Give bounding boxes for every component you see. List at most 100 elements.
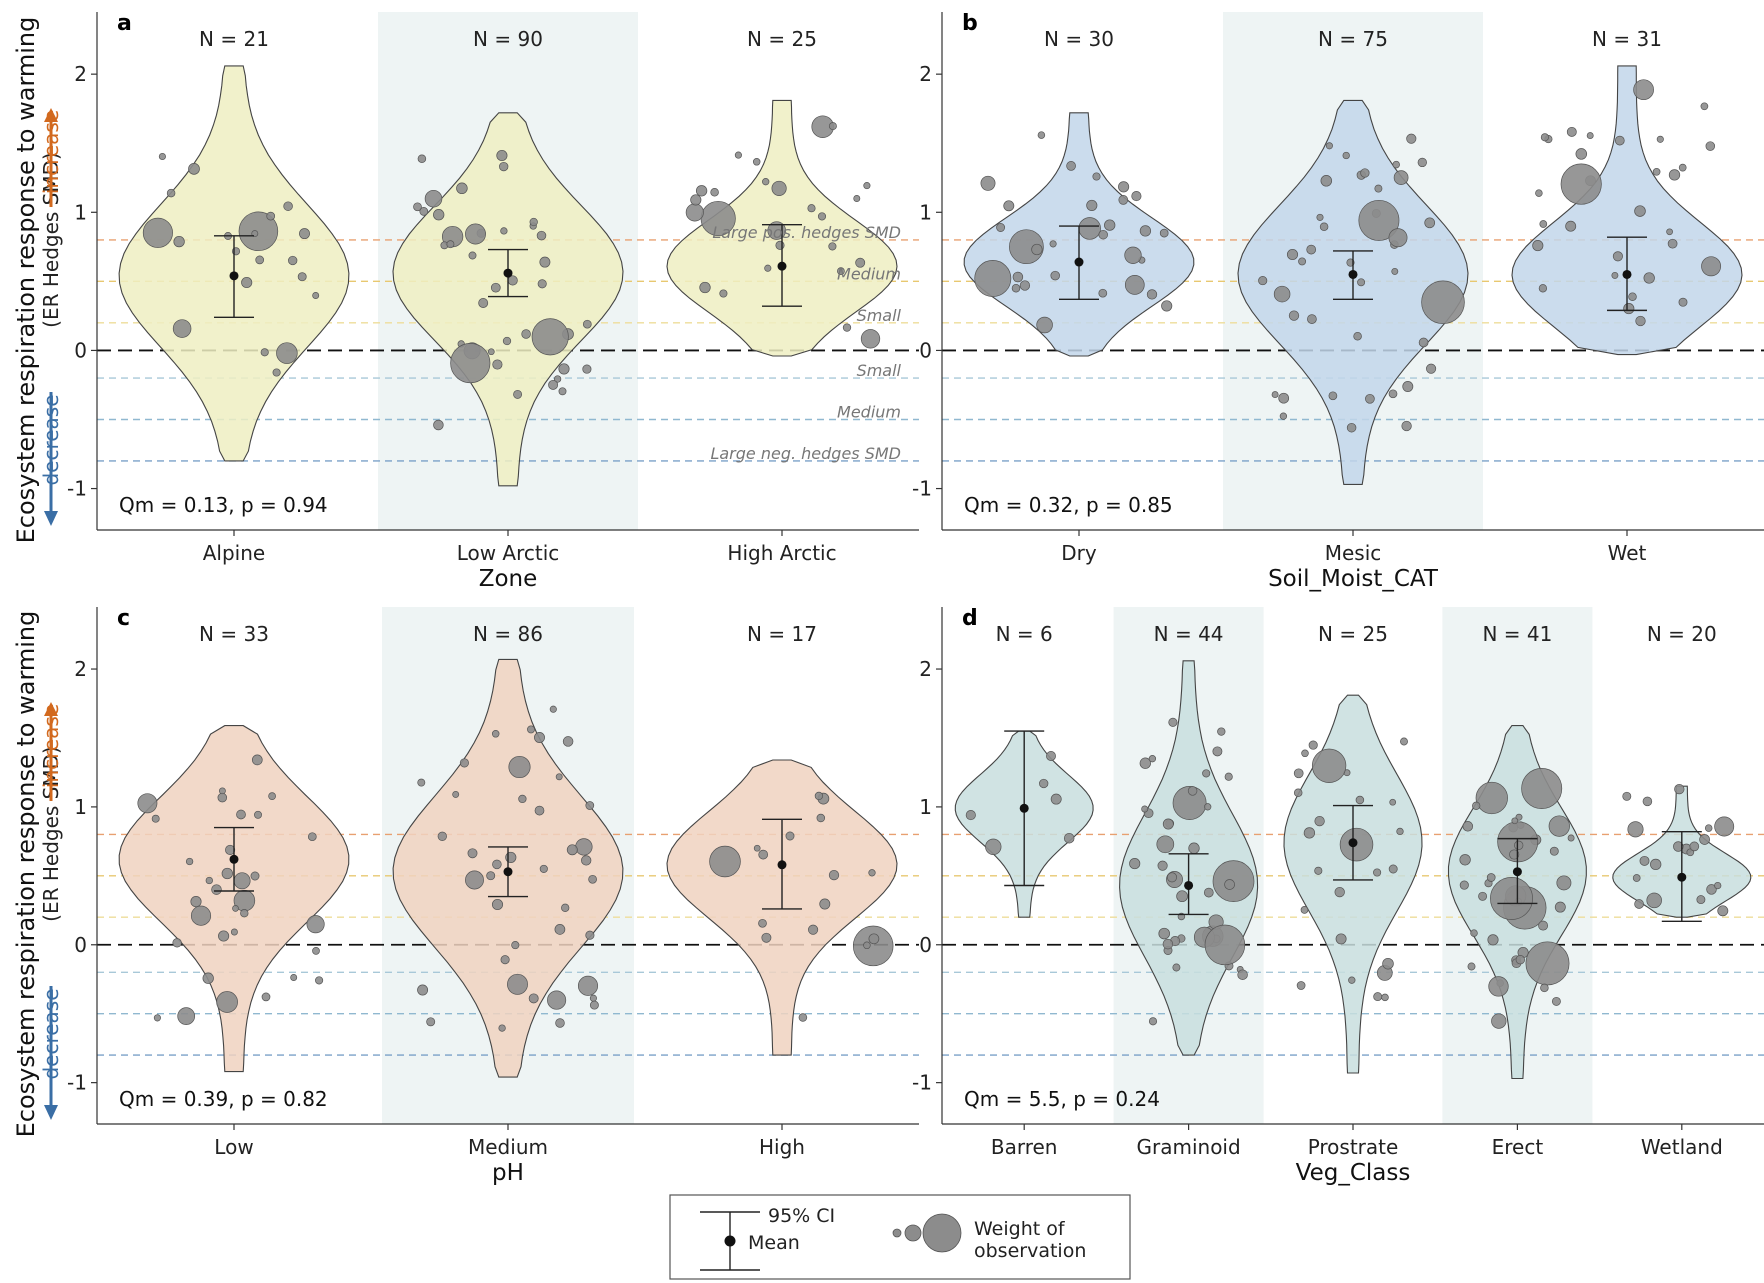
observation-point <box>307 832 317 842</box>
observation-point <box>1614 135 1625 146</box>
observation-point <box>240 909 249 918</box>
legend: 95% CI Mean Weight of observation <box>669 1194 1131 1280</box>
observation-point <box>690 194 702 206</box>
observation-point <box>505 851 517 863</box>
observation-point <box>1049 240 1057 248</box>
observation-point <box>1131 191 1142 202</box>
y-tick-label: 2 <box>919 657 932 681</box>
observation-point <box>1217 727 1226 736</box>
observation-point <box>1271 391 1279 399</box>
increase-arrowhead-icon <box>44 108 58 122</box>
observation-point <box>1650 858 1662 871</box>
observation-point <box>153 1014 161 1022</box>
observation-point <box>1187 786 1198 796</box>
observation-point <box>1319 222 1329 232</box>
observation-point <box>1301 749 1309 758</box>
category-label: Low Arctic <box>457 541 560 565</box>
observation-point <box>1011 283 1021 293</box>
n-label: N = 25 <box>1318 622 1388 646</box>
category-label: Wet <box>1608 541 1647 565</box>
panels: -1 0 1 2 a N = 21 Alpine N = 90 Low Arctic N = 25… <box>67 11 1764 1186</box>
x-axis-title: pH <box>492 1160 524 1186</box>
observation-point <box>217 792 228 803</box>
observation-point <box>1642 796 1653 807</box>
observation-point <box>1124 246 1142 264</box>
n-label: N = 20 <box>1647 622 1717 646</box>
observation-point <box>492 359 503 370</box>
observation-point <box>1586 132 1594 140</box>
category-label: Graminoid <box>1137 1135 1241 1159</box>
panel-c: -1 0 1 2 c N = 33 Low N = 86 Medium N = 17 High Qm … <box>67 606 919 1186</box>
observation-point <box>417 984 429 996</box>
observation-point <box>852 925 894 967</box>
observation-point <box>465 223 486 245</box>
observation-point <box>1696 895 1706 905</box>
x-axis-title: Soil_Moist_CAT <box>1268 566 1439 592</box>
observation-point <box>417 778 426 787</box>
y-tick-label: 2 <box>919 62 932 86</box>
observation-point <box>173 235 185 248</box>
observation-point <box>785 831 795 841</box>
observation-point <box>1635 315 1646 327</box>
observation-point <box>1459 880 1469 890</box>
observation-point <box>502 336 512 346</box>
observation-point <box>1148 1017 1158 1026</box>
y-tick-label: 1 <box>74 795 87 819</box>
observation-point <box>1098 229 1108 240</box>
y-tick-label: 0 <box>919 338 932 362</box>
observation-point <box>496 149 508 162</box>
observation-point <box>581 855 592 866</box>
observation-point <box>1348 976 1356 984</box>
observation-point <box>1012 271 1024 283</box>
observation-point <box>589 1000 599 1010</box>
observation-point <box>251 754 263 766</box>
observation-point <box>1540 983 1549 993</box>
observation-point <box>1426 363 1437 374</box>
observation-point <box>1566 126 1577 137</box>
panel-d: -1 0 1 2 d N = 6 Barren N = 44 Graminoid N = 25 Pr… <box>912 606 1764 1186</box>
observation-point <box>1063 832 1075 844</box>
observation-point <box>1374 184 1383 193</box>
observation-point <box>276 342 298 364</box>
observation-point <box>828 242 837 251</box>
observation-point <box>1525 941 1570 986</box>
observation-point <box>1307 314 1317 324</box>
observation-point <box>1365 393 1375 404</box>
legend-weight-label-1: Weight of <box>974 1218 1066 1240</box>
observation-point <box>306 915 325 934</box>
observation-point <box>1514 840 1524 850</box>
observation-point <box>734 151 742 159</box>
observation-point <box>238 211 279 252</box>
category-label: Mesic <box>1325 541 1382 565</box>
observation-point <box>1288 310 1300 321</box>
observation-point <box>1204 924 1246 966</box>
observation-point <box>775 240 785 250</box>
mean-point <box>1019 803 1029 813</box>
observation-point <box>555 1018 565 1028</box>
observation-point <box>1353 331 1362 341</box>
category-label: Medium <box>468 1135 548 1159</box>
observation-point <box>1162 818 1174 830</box>
observation-point <box>1258 276 1268 286</box>
observation-point <box>166 188 176 198</box>
observation-point <box>1298 257 1307 266</box>
observation-point <box>1092 172 1101 181</box>
observation-point <box>1667 238 1678 249</box>
observation-point <box>585 930 595 940</box>
observation-point <box>1172 786 1207 820</box>
observation-point <box>582 319 592 329</box>
observation-point <box>1159 228 1169 238</box>
observation-point <box>1472 801 1481 810</box>
observation-point <box>521 329 531 339</box>
observation-point <box>1308 740 1318 750</box>
observation-point <box>534 805 545 816</box>
observation-point <box>236 809 246 820</box>
y-tick-label: 2 <box>74 62 87 86</box>
observation-point <box>1293 788 1303 798</box>
observation-point <box>1146 289 1158 300</box>
observation-point <box>1373 868 1382 877</box>
observation-point <box>1050 270 1060 281</box>
observation-point <box>1652 167 1661 176</box>
category-label: Barren <box>991 1135 1058 1159</box>
observation-point <box>250 871 260 881</box>
